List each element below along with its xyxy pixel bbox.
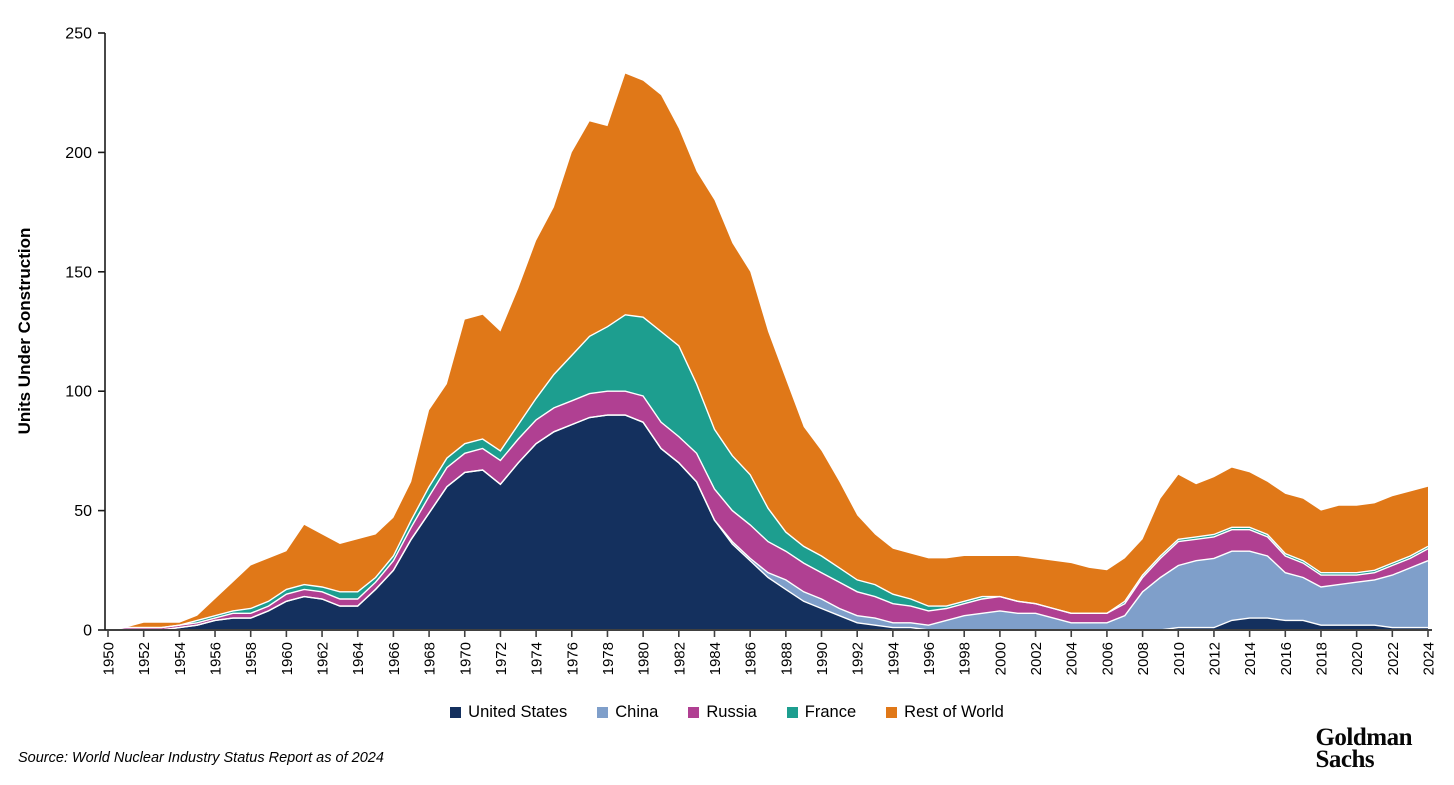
legend-label: France (804, 702, 857, 721)
x-tick-label: 2002 (1028, 642, 1045, 675)
legend: United States China Russia France Rest of Wo… (0, 699, 1454, 725)
x-tick-label: 2000 (992, 642, 1009, 675)
area-china (108, 415, 1428, 630)
y-tick-label: 250 (65, 26, 92, 43)
legend-swatch (786, 706, 798, 718)
x-tick-label: 2024 (1421, 642, 1438, 675)
y-axis-title: Units Under Construction (15, 228, 34, 435)
logo-line-2: Sachs (1315, 745, 1375, 773)
x-tick-label: 2006 (1099, 642, 1116, 675)
legend-label: Rest of World (904, 702, 1004, 721)
x-tick-label: 2014 (1242, 642, 1259, 675)
x-tick-label: 1992 (850, 642, 867, 675)
x-tick-label: 1998 (957, 642, 974, 675)
x-tick-label: 2008 (1135, 642, 1152, 675)
x-tick-label: 1978 (600, 642, 617, 675)
x-tick-label: 1972 (493, 642, 510, 675)
x-tick-label: 1968 (422, 642, 439, 675)
x-tick-label: 1970 (457, 642, 474, 675)
legend-swatch (597, 706, 609, 718)
x-tick-label: 1984 (707, 642, 724, 675)
band-boundary (108, 414, 1429, 631)
x-tick-label: 2004 (1064, 642, 1081, 675)
x-tick-label: 2022 (1385, 642, 1402, 675)
x-tick-label: 1958 (243, 642, 260, 675)
x-tick-label: 1960 (279, 642, 296, 675)
legend-item-france: France (786, 702, 857, 722)
x-tick-label: 1962 (315, 642, 332, 675)
x-tick-label: 2018 (1313, 642, 1330, 675)
x-tick-label: 1980 (636, 642, 653, 675)
x-tick-label: 1956 (208, 642, 225, 675)
y-tick-label: 0 (83, 623, 92, 640)
x-tick-label: 1996 (921, 642, 938, 675)
x-tick-label: 1952 (136, 642, 153, 675)
x-tick-label: 1988 (778, 642, 795, 675)
x-tick-label: 2020 (1349, 642, 1366, 675)
x-tick-label: 1954 (172, 642, 189, 675)
stacked-area-chart: 0 50 100 150 200 250 1950 1952 1954 1956 1958 1960 1… (15, 26, 1438, 676)
x-tick-label: 1982 (671, 642, 688, 675)
y-tick-label: 200 (65, 145, 92, 162)
legend-swatch (688, 706, 700, 718)
x-tick-label: 1966 (386, 642, 403, 675)
legend-item-russia: Russia (688, 702, 757, 722)
x-tick-label: 2016 (1278, 642, 1295, 675)
source-note: Source: World Nuclear Industry Status Re… (18, 750, 384, 766)
area-rest-of-world (108, 73, 1428, 631)
x-tick-label: 1990 (814, 642, 831, 675)
x-tick-label: 1974 (529, 642, 546, 675)
y-tick-label: 100 (65, 384, 92, 401)
x-tick-label: 1986 (743, 642, 760, 675)
logo-line-1: Goldman (1315, 724, 1412, 751)
y-tick-label: 150 (65, 264, 92, 281)
x-tick-label: 1964 (350, 642, 367, 675)
x-tick-label: 1950 (101, 642, 118, 675)
band-boundary (107, 390, 1429, 631)
legend-swatch (450, 706, 462, 718)
legend-swatch (886, 706, 898, 718)
x-tick-label: 1976 (564, 642, 581, 675)
x-tick-label: 2012 (1206, 642, 1223, 675)
chart-svg: 0 50 100 150 200 250 1950 1952 1954 1956 1958 1960 1… (15, 26, 1438, 676)
y-tick-label: 50 (74, 503, 92, 520)
x-tick-label: 1994 (885, 642, 902, 675)
legend-item-china: China (597, 703, 658, 722)
legend-label: United States (468, 702, 568, 721)
goldman-sachs-logo: Goldman Sachs (1315, 724, 1412, 773)
x-tick-label: 2010 (1171, 642, 1188, 675)
legend-label: Russia (706, 702, 757, 721)
legend-item-rest-of-world: Rest of World (886, 703, 1004, 722)
band-boundary (107, 314, 1429, 631)
area-united-states (108, 415, 1428, 630)
legend-item-united-states: United States (450, 703, 567, 722)
legend-label: China (615, 702, 659, 721)
